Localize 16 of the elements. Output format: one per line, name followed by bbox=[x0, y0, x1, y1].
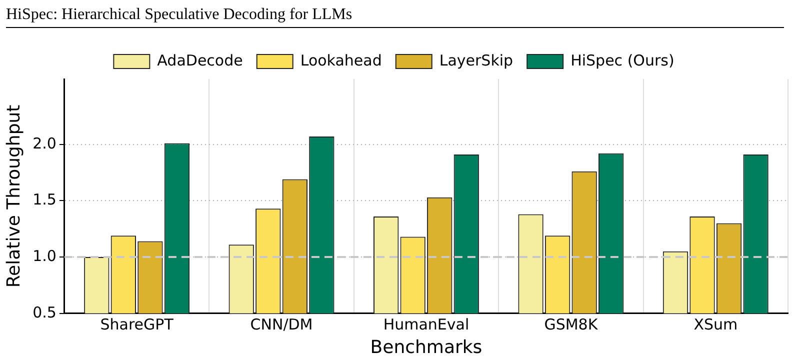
y-tick-label: 0.5 bbox=[32, 303, 56, 322]
text: HiSpec: Hierarchical Speculative Decoding for LLMs bbox=[6, 6, 354, 24]
legend-label: LayerSkip bbox=[439, 51, 514, 70]
x-axis-title: Benchmarks bbox=[370, 336, 482, 358]
y-tick-label: 1.5 bbox=[32, 190, 56, 209]
x-tick-label: ShareGPT bbox=[100, 315, 174, 334]
legend-label: HiSpec (Ours) bbox=[570, 51, 674, 70]
legend-label: AdaDecode bbox=[157, 51, 243, 70]
y-tick-label: 1.0 bbox=[32, 246, 56, 265]
y-tick-label: 2.0 bbox=[32, 134, 56, 152]
y-axis-title: Relative Throughput bbox=[3, 104, 24, 288]
legend-label: Lookahead bbox=[300, 51, 382, 70]
x-tick-label: GSM8K bbox=[544, 315, 599, 334]
x-tick-label: HumanEval bbox=[383, 315, 470, 334]
x-tick-label: CNN/DM bbox=[250, 315, 313, 334]
x-tick-label: XSum bbox=[694, 315, 738, 334]
